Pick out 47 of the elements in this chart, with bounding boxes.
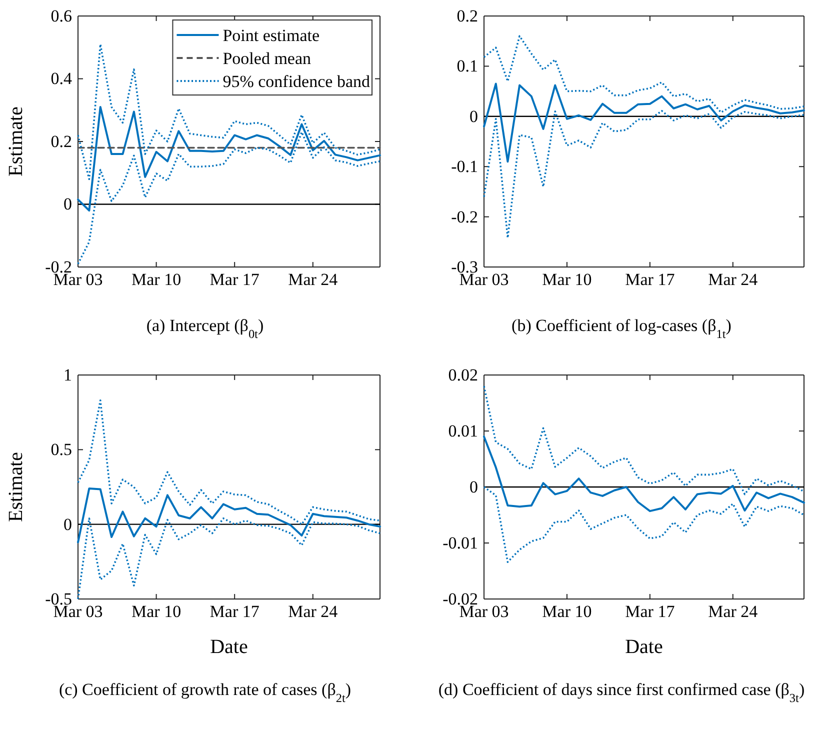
x-tick-label: Mar 17 [625,270,676,290]
y-tick-label: 0.2 [50,132,72,151]
y-tick-label: 0 [470,106,478,126]
y-tick-label: -0.1 [451,157,478,176]
y-axis-title: Estimate [5,106,27,176]
text: (b) Coefficient of log-cases (β$_{1t}$) [512,316,732,341]
x-tick-label: Mar 17 [210,270,260,290]
y-tick-label: -0.01 [442,533,478,552]
text: (a) Intercept (β$_{0t}$) [146,316,264,341]
legend-label: Pooled mean [222,49,312,68]
line-series [77,487,381,544]
line-series [483,436,805,512]
line-series [483,110,805,239]
y-tick-label: 0.02 [448,365,478,384]
x-tick-label: Mar 17 [210,602,260,622]
line-series [483,385,805,496]
line-series [483,35,805,114]
y-tick-label: 0.4 [50,69,72,88]
y-tick-label: 0 [64,194,72,214]
x-tick-label: Mar 24 [708,602,758,622]
line-series [483,82,805,163]
x-tick-label: Mar 10 [542,270,592,290]
y-tick-label: 0.6 [50,6,72,26]
line-series [77,399,381,526]
x-tick-label: Mar 10 [132,270,182,290]
line-series [483,486,805,563]
x-axis-title: Date [625,636,663,658]
y-tick-label: 0.01 [448,421,478,440]
y-tick-label: 0 [64,514,72,534]
x-axis-title: Date [210,636,248,658]
x-tick-label: Mar 17 [625,602,676,622]
x-tick-label: Mar 10 [132,602,182,622]
text: (d) Coefficient of days since first confirmed case (β$_{3t}$) [438,680,805,705]
y-tick-label: 1 [64,365,72,384]
text: (c) Coefficient of growth rate of cases (β$_{2t}$) [58,680,352,705]
y-tick-label: 0.1 [456,56,478,76]
x-tick-label: Mar 10 [542,602,592,622]
legend-label: Point estimate [222,26,320,45]
y-tick-label: 0 [470,477,478,496]
y-tick-label: 0.5 [50,440,72,460]
y-tick-label: -0.2 [451,207,478,226]
y-axis-title: Estimate [5,452,27,522]
legend-label: 95% confidence band [222,72,370,91]
x-tick-label: Mar 24 [288,602,338,622]
x-tick-label: Mar 24 [708,270,758,290]
x-tick-label: Mar 24 [288,270,338,290]
y-tick-label: 0.2 [456,6,478,26]
